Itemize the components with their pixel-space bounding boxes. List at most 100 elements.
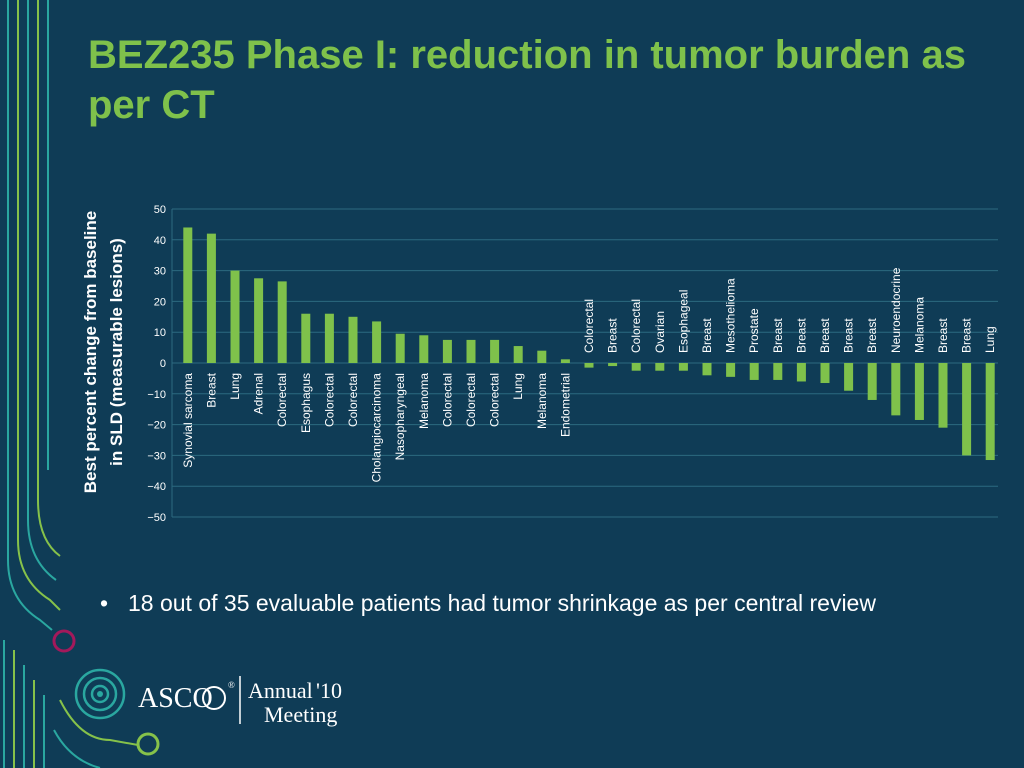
bar bbox=[466, 339, 476, 363]
bar bbox=[796, 363, 806, 382]
y-tick-label: 20 bbox=[154, 296, 166, 308]
category-label: Breast bbox=[204, 372, 218, 407]
category-label: Breast bbox=[936, 318, 950, 353]
bar bbox=[584, 363, 594, 368]
category-label: Colorectal bbox=[464, 373, 478, 427]
category-label: Breast bbox=[606, 318, 620, 353]
category-label: Cholangiocarcinoma bbox=[370, 373, 384, 483]
category-label: Melanoma bbox=[535, 373, 549, 429]
asco-globe-icon bbox=[202, 686, 226, 710]
green-ring-ornament bbox=[136, 732, 160, 756]
category-label: Breast bbox=[865, 318, 879, 353]
category-label: Breast bbox=[960, 318, 974, 353]
bar bbox=[301, 313, 311, 363]
category-label: Lung bbox=[511, 373, 525, 400]
y-tick-label: −50 bbox=[147, 512, 166, 524]
bar bbox=[938, 363, 948, 428]
category-label: Esophageal bbox=[676, 290, 690, 353]
category-label: Ovarian bbox=[653, 311, 667, 353]
y-tick-label: 10 bbox=[154, 327, 166, 339]
category-label: Colorectal bbox=[275, 373, 289, 427]
category-label: Mesothelioma bbox=[724, 278, 738, 353]
y-tick-label: 40 bbox=[154, 235, 166, 247]
bar bbox=[749, 363, 759, 380]
magenta-ring-ornament bbox=[52, 629, 76, 653]
bar bbox=[348, 316, 358, 363]
bar bbox=[560, 359, 570, 363]
category-label: Colorectal bbox=[582, 299, 596, 353]
bar bbox=[773, 363, 783, 380]
bar bbox=[254, 278, 264, 363]
bar bbox=[490, 339, 500, 363]
bar bbox=[419, 335, 429, 363]
bar bbox=[183, 227, 193, 363]
bar bbox=[678, 363, 688, 371]
bar bbox=[867, 363, 877, 400]
bar bbox=[844, 363, 854, 391]
bullet-point: • 18 out of 35 evaluable patients had tu… bbox=[100, 587, 984, 619]
y-tick-label: 30 bbox=[154, 266, 166, 278]
bar bbox=[608, 363, 618, 367]
asco-wordmark: ASCO bbox=[138, 683, 213, 714]
category-label: Breast bbox=[794, 318, 808, 353]
y-tick-label: 50 bbox=[154, 204, 166, 216]
category-label: Neuroendocrine bbox=[889, 267, 903, 353]
category-label: Esophagus bbox=[299, 373, 313, 433]
y-tick-label: −40 bbox=[147, 481, 166, 493]
asco-annual-meeting-logo: ASCO ® Annual '10 Meeting bbox=[74, 668, 342, 727]
bar bbox=[985, 363, 995, 461]
tumor-burden-waterfall-chart: 50 40 30 20 10 0 −10 −20 −30 −40 −50 Synovial sarco… bbox=[81, 204, 998, 524]
bar bbox=[914, 363, 924, 420]
category-label: Lung bbox=[228, 373, 242, 400]
category-label: Breast bbox=[700, 318, 714, 353]
bar bbox=[277, 281, 287, 363]
category-label: Colorectal bbox=[440, 373, 454, 427]
category-label: Synovial sarcoma bbox=[181, 373, 195, 468]
category-label: Lung bbox=[983, 326, 997, 353]
bar bbox=[702, 363, 712, 376]
category-label: Melanoma bbox=[912, 297, 926, 353]
category-label: Melanoma bbox=[417, 373, 431, 429]
y-tick-label: −20 bbox=[147, 420, 166, 432]
category-label: Breast bbox=[771, 318, 785, 353]
bar bbox=[372, 321, 382, 363]
bar bbox=[513, 346, 523, 363]
bar bbox=[726, 363, 736, 377]
asco-target-icon bbox=[74, 668, 126, 720]
bar bbox=[962, 363, 972, 456]
y-tick-label: 0 bbox=[160, 358, 166, 370]
y-tick-label: −10 bbox=[147, 389, 166, 401]
bar bbox=[537, 350, 547, 363]
category-label: Adrenal bbox=[252, 373, 266, 414]
annual-label: Annual bbox=[248, 678, 313, 703]
y-tick-label: −30 bbox=[147, 450, 166, 462]
category-label: Breast bbox=[818, 318, 832, 353]
bar bbox=[230, 270, 240, 363]
category-label: Colorectal bbox=[322, 373, 336, 427]
bar bbox=[655, 363, 665, 371]
category-label: Endometrial bbox=[558, 373, 572, 437]
bar bbox=[206, 233, 216, 363]
bar bbox=[891, 363, 901, 416]
bullet-text: 18 out of 35 evaluable patients had tumo… bbox=[128, 590, 876, 616]
bullet-dot: • bbox=[100, 590, 109, 616]
category-label: Colorectal bbox=[346, 373, 360, 427]
category-label: Colorectal bbox=[488, 373, 502, 427]
left-decorative-circuit-lines bbox=[3, 0, 139, 768]
category-label: Colorectal bbox=[629, 299, 643, 353]
year-label: '10 bbox=[316, 678, 342, 703]
category-label: Nasopharyngeal bbox=[393, 373, 407, 460]
y-axis-title: Best percent change from baseline bbox=[81, 211, 100, 493]
category-label: Prostate bbox=[747, 308, 761, 353]
registered-mark: ® bbox=[228, 680, 235, 690]
meeting-label: Meeting bbox=[264, 702, 337, 727]
bar bbox=[631, 363, 641, 371]
y-axis-title: in SLD (measurable lesions) bbox=[107, 238, 126, 466]
bar bbox=[324, 313, 334, 363]
bar bbox=[395, 333, 405, 363]
bar bbox=[442, 339, 452, 363]
category-label: Breast bbox=[842, 318, 856, 353]
bar bbox=[820, 363, 830, 384]
slide-title: BEZ235 Phase I: reduction in tumor burde… bbox=[88, 33, 966, 127]
